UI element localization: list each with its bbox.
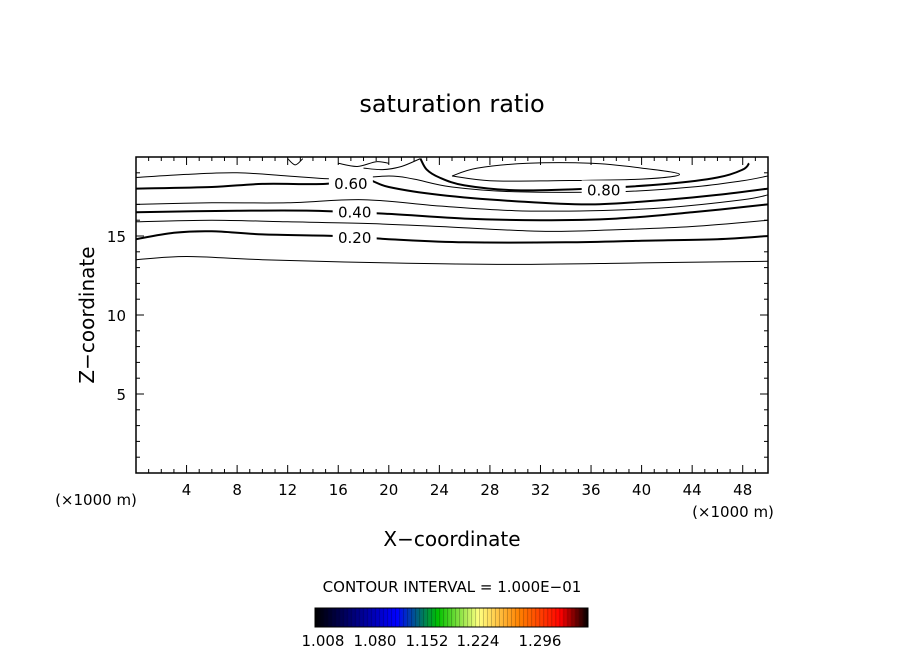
y-tick-label: 15 [107,228,126,246]
x-tick-label: 28 [480,481,499,499]
plot-area-frame [135,156,769,474]
y-tick-labels: 5 10 15 [107,228,126,404]
x-axis-label: X−coordinate [383,527,520,551]
contour-label-background [332,202,377,220]
colorbar-label: 1.008 [302,632,345,650]
contour-line-0.6 [136,178,768,206]
x-tick-label: 24 [430,481,449,499]
contour-line-0.3 [136,219,768,232]
contour-line-0.6 [363,158,421,171]
contour-label: 0.20 [338,229,371,247]
contour-label: 0.80 [587,181,620,199]
contour-line-0.5 [136,194,768,212]
y-axis-label: Z−coordinate [75,246,99,383]
x-tick-label: 40 [632,481,651,499]
colorbar-labels: 1.008 1.080 1.152 1.224 1.296 [302,632,562,650]
x-tick-label: 20 [379,481,398,499]
colorbar-label: 1.224 [457,632,500,650]
contour-label: 0.60 [334,175,367,193]
contour-label-background [581,180,626,198]
x-tick-label: 44 [683,481,702,499]
x-tick-label: 12 [278,481,297,499]
x-tick-label: 8 [232,481,242,499]
x-tick-label: 32 [531,481,550,499]
axis-ticks [136,157,768,473]
contour-interval-label: CONTOUR INTERVAL = 1.000E−01 [323,578,582,596]
contour-line-0.4 [136,203,768,222]
contour-label: 0.40 [338,204,371,222]
chart-title: saturation ratio [359,90,544,118]
contour-label-background [332,227,377,245]
contour-line-0.2 [136,230,768,244]
x-tick-labels: 4 8 12 16 20 24 28 32 36 40 44 48 [182,481,752,499]
contour-line-0.9 [287,158,304,166]
x-unit-label-left: (×1000 m) [55,491,137,509]
colorbar-label: 1.080 [354,632,397,650]
colorbar-stripes [318,608,585,627]
colorbar-label: 1.152 [406,632,449,650]
colorbar-frame [314,607,589,628]
contour-line-0.9 [451,162,681,182]
x-tick-label: 16 [329,481,348,499]
contour-lines [136,158,768,265]
contour-label-background [328,174,373,192]
x-unit-label-right: (×1000 m) [692,503,774,521]
x-tick-label: 36 [581,481,600,499]
contour-labels: 0.20 0.40 0.60 0.80 [328,174,626,247]
y-tick-label: 10 [107,307,126,325]
contour-line-0.7 [136,172,768,193]
x-tick-label: 4 [182,481,192,499]
contour-line-0.7 [338,161,389,168]
contour-line-0.1 [136,255,768,265]
colorbar-label: 1.296 [519,632,562,650]
contour-line-0.8 [419,158,750,192]
x-tick-label: 48 [733,481,752,499]
colorbar [315,608,588,627]
y-tick-label: 5 [116,386,126,404]
